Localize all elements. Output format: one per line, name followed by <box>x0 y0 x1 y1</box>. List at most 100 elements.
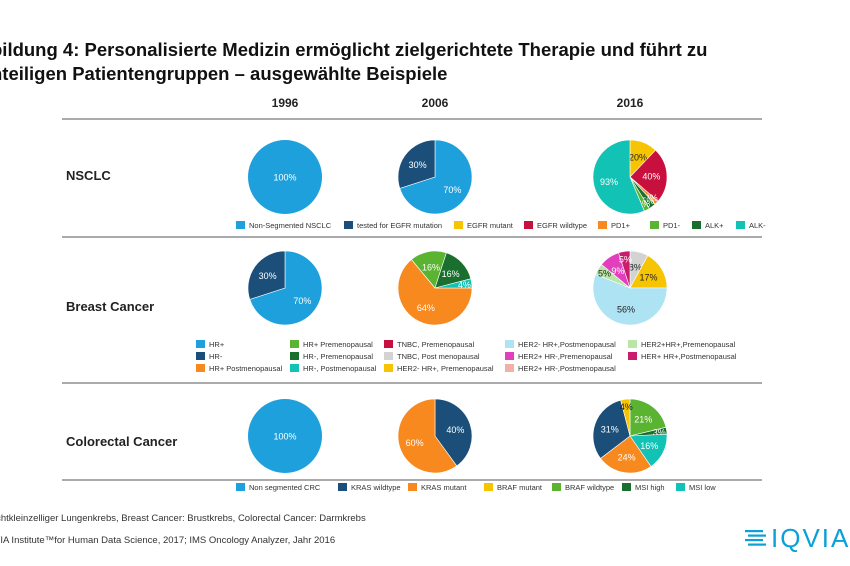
legend-swatch <box>736 221 745 229</box>
year-header-2006: 2006 <box>422 96 449 110</box>
legend-swatch <box>524 221 533 229</box>
footnote-abbreviations: ichtkleinzelliger Lungenkrebs, Breast Ca… <box>0 513 366 524</box>
legend-swatch <box>196 352 205 360</box>
pie-slice-label: 30% <box>409 160 427 170</box>
legend-swatch <box>505 364 514 372</box>
pie-2006: 40% 60% <box>397 398 473 474</box>
legend-label: TNBC, Post menopausal <box>397 352 480 361</box>
legend-label: BRAF wildtype <box>565 483 614 492</box>
pie-slice-label: 4% <box>637 199 650 209</box>
pie-slice <box>397 259 473 326</box>
legend-swatch <box>676 483 685 491</box>
legend-label: HR-, Premenopausal <box>303 352 373 361</box>
pie-slice-label: 3% <box>653 427 666 437</box>
pie-2016: 8%17%56%5% 9%5% <box>592 250 668 326</box>
pie-slice <box>600 435 652 474</box>
logo-mark-icon <box>745 530 766 546</box>
pie-slice <box>592 273 668 326</box>
legend-swatch <box>454 221 463 229</box>
pie-slice <box>397 398 458 474</box>
pie-slice-label: 70% <box>293 296 311 306</box>
pie-slice <box>397 139 436 189</box>
legend-label: ALK+ <box>705 221 724 230</box>
pie-slice-label: 40% <box>642 171 660 181</box>
legend-label: PD1+ <box>611 221 631 230</box>
pie-slice <box>629 149 668 202</box>
legend-label: HR+ Postmenopausal <box>209 364 282 373</box>
pie-slice-label: 16% <box>442 269 460 279</box>
pie-slice <box>618 250 631 289</box>
pie-slice-label: 93% <box>600 177 618 187</box>
pie-slice <box>248 399 322 473</box>
year-header-1996: 1996 <box>272 96 299 110</box>
legend-swatch <box>484 483 493 491</box>
title-line-2: nteiligen Patientengruppen – ausgewählte… <box>0 63 448 84</box>
pie-slice <box>247 250 286 300</box>
legend-label: HR+ Premenopausal <box>303 340 373 349</box>
legend-swatch <box>236 221 245 229</box>
title-line-1: bildung 4: Personalisierte Medizin ermög… <box>0 39 708 60</box>
legend-swatch <box>598 221 607 229</box>
pie-slice <box>399 139 473 215</box>
iqvia-logo: IQVIA <box>745 523 850 553</box>
pie-1996: 100% <box>248 399 322 473</box>
legend-swatch <box>408 483 417 491</box>
legend-swatch <box>384 352 393 360</box>
pie-slice <box>620 398 631 437</box>
pie-slice <box>434 398 473 467</box>
legend-label: ALK- <box>749 221 766 230</box>
row-label: NSCLC <box>66 168 111 183</box>
legend-swatch <box>505 340 514 348</box>
pie-slice-label: 5% <box>641 196 654 206</box>
legend-label: HER2+ HR-,Postmenopausal <box>518 364 616 373</box>
pie-slice-label: 24% <box>618 453 636 463</box>
pie-1996: 70% 30% <box>247 250 323 326</box>
legend-label: HR- <box>209 352 223 361</box>
legend-swatch <box>622 483 631 491</box>
pie-slice <box>434 278 473 289</box>
pie-slice-label: 9% <box>611 266 624 276</box>
legend-label: HER2+HR+,Premenopausal <box>641 340 736 349</box>
row-label: Colorectal Cancer <box>66 434 177 449</box>
legend-label: EGFR wildtype <box>537 221 587 230</box>
year-header-2016: 2016 <box>617 96 644 110</box>
legend-label: HER+ HR+,Postmenopausal <box>641 352 737 361</box>
pie-slice-label: 31% <box>601 424 619 434</box>
legend-label: HER2+ HR-,Premenopausal <box>518 352 613 361</box>
legend-label: KRAS wildtype <box>351 483 401 492</box>
pie-slice <box>629 398 667 437</box>
legend-label: HR-, Postmenopausal <box>303 364 377 373</box>
legend-label: TNBC, Premenopausal <box>397 340 474 349</box>
legend-swatch <box>628 340 637 348</box>
pie-slice <box>592 399 631 459</box>
legend-swatch <box>692 221 701 229</box>
pie-1996: 100% <box>248 140 322 214</box>
legend-label: MSI high <box>635 483 665 492</box>
pie-slice-label: 70% <box>443 185 461 195</box>
pie-slice-label: 16% <box>422 262 440 272</box>
legend-label: MSI low <box>689 483 716 492</box>
legend-swatch <box>196 364 205 372</box>
pie-slice-label: 8% <box>629 263 642 273</box>
pie-slice-label: 64% <box>417 303 435 313</box>
legend-label: BRAF mutant <box>497 483 543 492</box>
pie-slice-label: 4% <box>458 280 471 290</box>
pie-slice-label: 56% <box>617 305 635 315</box>
footnote-source: VIA Institute™for Human Data Science, 20… <box>0 535 336 546</box>
pie-2006: 70% 30% <box>397 139 473 215</box>
legend-swatch <box>196 340 205 348</box>
pie-slice-label: 3% <box>645 193 658 203</box>
legend-swatch <box>338 483 347 491</box>
legend-label: HR+ <box>209 340 225 349</box>
legend-swatch <box>290 364 299 372</box>
legend-swatch <box>628 352 637 360</box>
pie-slice-label: 5% <box>598 268 611 278</box>
pie-slice-label: 20% <box>629 153 647 163</box>
row-label: Breast Cancer <box>66 299 154 314</box>
legend-swatch <box>344 221 353 229</box>
legend-label: tested for EGFR mutation <box>357 221 442 230</box>
pie-slice-label: 40% <box>446 425 464 435</box>
pie-slice-label: 21% <box>634 415 652 425</box>
legend-label: Non-Segmented NSCLC <box>249 221 332 230</box>
